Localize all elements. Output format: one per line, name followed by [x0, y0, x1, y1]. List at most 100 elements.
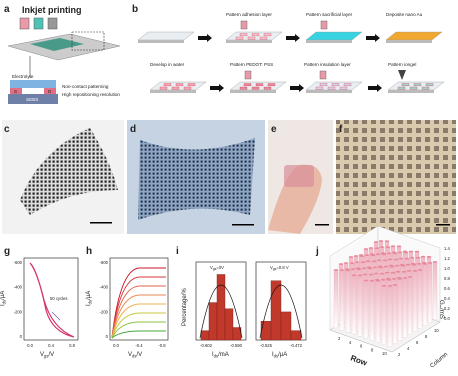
- step-label: Pattern insulation layer: [304, 62, 351, 67]
- zoom-box: [71, 31, 105, 51]
- bar-top: [398, 257, 404, 260]
- panel-b: b Pattern adhesion layer Pattern sacrifi…: [132, 4, 445, 93]
- axis-label: Column: [429, 352, 449, 370]
- print-head: [320, 20, 328, 30]
- bar-top: [368, 247, 374, 249]
- slab-side: [138, 40, 184, 43]
- bar-top: [364, 254, 370, 256]
- axis-label: Row: [349, 353, 369, 367]
- bar-top: [351, 274, 357, 277]
- arrow: [366, 34, 380, 42]
- bar-top: [420, 255, 426, 258]
- sebs-layer: [8, 94, 58, 104]
- panel-label: a: [4, 4, 10, 15]
- annotation: Vgs=0.8 V: [270, 265, 289, 271]
- pad: [235, 36, 244, 40]
- y-tick-label: -600: [14, 260, 23, 265]
- note: Non-contact patterning: [62, 84, 109, 89]
- bar-3d: [345, 270, 351, 333]
- source: [10, 88, 22, 94]
- bar-top: [432, 261, 438, 263]
- slab-side: [150, 90, 196, 93]
- bar-top: [372, 266, 378, 269]
- pad: [401, 83, 410, 87]
- panel-label: b: [132, 4, 138, 15]
- bar-3d: [402, 277, 408, 338]
- bar-top: [397, 251, 403, 254]
- bar-3d: [357, 275, 363, 337]
- axis-label: Percentage/%: [182, 288, 188, 326]
- print-head: [19, 17, 30, 30]
- pad: [421, 86, 430, 90]
- x-tick-label: -0.602: [200, 343, 213, 348]
- bar-top: [379, 246, 385, 249]
- bar-top: [407, 276, 413, 278]
- slab-side: [230, 90, 276, 93]
- bar-top: [385, 246, 391, 249]
- axis-label-part: /mS: [438, 308, 444, 319]
- bar-3d: [351, 275, 357, 335]
- bar-top: [343, 262, 349, 264]
- pad: [319, 83, 328, 87]
- note: High repositioning resolution: [62, 92, 120, 97]
- panel-f: f: [336, 120, 456, 234]
- fit-curve: [199, 284, 243, 339]
- axis-label: Vgs/V: [40, 352, 54, 359]
- y-tick-label: -400: [14, 285, 23, 290]
- axis-label-part: I: [86, 304, 92, 306]
- bar-top: [417, 269, 423, 271]
- pad: [343, 83, 352, 87]
- z-tick-label: 0.6: [444, 286, 450, 291]
- panel-c: c: [2, 120, 124, 234]
- axis-label-part: /μA: [278, 352, 287, 358]
- annotation: Vgs=0V: [210, 265, 224, 271]
- annotation-part: =0.8 V: [276, 265, 288, 270]
- device: [284, 165, 314, 187]
- axis-label-part: ds: [2, 300, 7, 304]
- fit-curve: [259, 284, 303, 339]
- bar-top: [356, 268, 362, 271]
- histogram-bar: [270, 280, 282, 341]
- bar-top: [378, 240, 384, 242]
- bar-top: [378, 266, 384, 269]
- bar-3d: [422, 263, 428, 326]
- scale-bar: [315, 224, 329, 226]
- bar-top: [392, 252, 398, 255]
- axis-label-part: /mA: [218, 352, 229, 358]
- bar-3d: [387, 285, 393, 347]
- drain: [44, 88, 56, 94]
- electrolyte-layer: [10, 80, 56, 88]
- bar-top: [393, 258, 399, 261]
- pad: [247, 36, 256, 40]
- panel-label: i: [176, 246, 179, 257]
- panel-d: d: [127, 120, 265, 234]
- histogram-bar: [208, 302, 218, 341]
- bar-top: [359, 255, 365, 257]
- bar-top: [422, 263, 428, 265]
- bar-3d: [369, 280, 375, 341]
- bar-top: [390, 271, 396, 274]
- row-tick-label: 4: [349, 340, 352, 345]
- histogram-bar: [260, 321, 272, 341]
- panel-label: e: [271, 124, 277, 135]
- bar-top: [409, 256, 415, 259]
- slab-side: [226, 40, 272, 43]
- bar-top: [333, 269, 339, 271]
- bar-top: [427, 262, 433, 264]
- slab-side: [306, 90, 352, 93]
- slab: [305, 31, 363, 41]
- axis-label: Ids/μA: [86, 291, 93, 306]
- z-tick-label: 0.4: [444, 296, 450, 301]
- pad: [263, 86, 272, 90]
- photo: [336, 120, 456, 234]
- layer-label: S: [14, 89, 17, 94]
- bar-top: [396, 245, 402, 248]
- annotation-part: V: [270, 265, 273, 270]
- y-tick-label: -200: [14, 309, 23, 314]
- bar-top: [426, 255, 432, 258]
- axis-label-part: ds: [132, 354, 136, 359]
- axis-label-part: /V: [48, 352, 54, 358]
- bar-top: [380, 278, 386, 281]
- bar-top: [365, 260, 371, 263]
